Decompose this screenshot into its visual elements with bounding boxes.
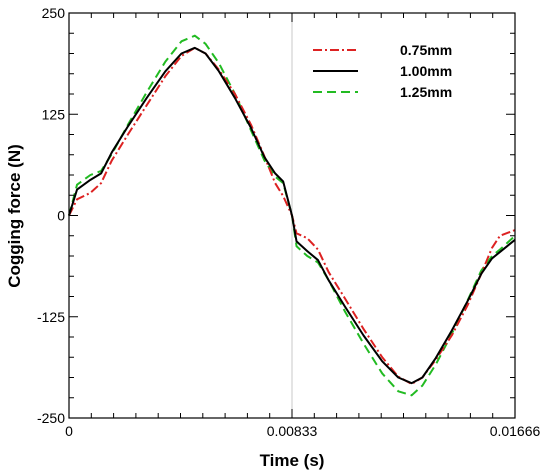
minor-ticks (69, 13, 515, 418)
y-axis-title: Cogging force (N) (5, 144, 24, 288)
y-tick-label: 250 (42, 5, 66, 21)
x-tick-label: 0.01666 (490, 423, 541, 439)
y-tick-label: -250 (37, 410, 65, 426)
y-tick-label: -125 (37, 309, 65, 325)
series-line-1-00mm (68, 46, 516, 385)
plot-area (68, 12, 516, 419)
legend-label: 1.25mm (400, 84, 452, 100)
legend-label: 1.00mm (400, 63, 452, 79)
major-ticks (68, 12, 516, 419)
tick-labels: 0 0.00833 0.01666 250 125 0 -125 -250 (37, 5, 541, 439)
x-axis-title: Time (s) (260, 451, 325, 470)
legend-label: 0.75mm (400, 42, 452, 58)
legend: 0.75mm 1.00mm 1.25mm (313, 42, 452, 100)
series-group (68, 34, 516, 397)
x-tick-label: 0 (65, 423, 73, 439)
y-tick-label: 0 (57, 208, 65, 224)
x-tick-label: 0.00833 (267, 423, 318, 439)
y-tick-label: 125 (42, 106, 66, 122)
